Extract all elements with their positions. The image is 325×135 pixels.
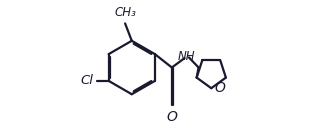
Text: CH₃: CH₃ bbox=[114, 6, 136, 19]
Text: O: O bbox=[166, 110, 177, 124]
Text: O: O bbox=[214, 81, 225, 95]
Text: NH: NH bbox=[178, 50, 195, 63]
Text: Cl: Cl bbox=[80, 74, 93, 87]
